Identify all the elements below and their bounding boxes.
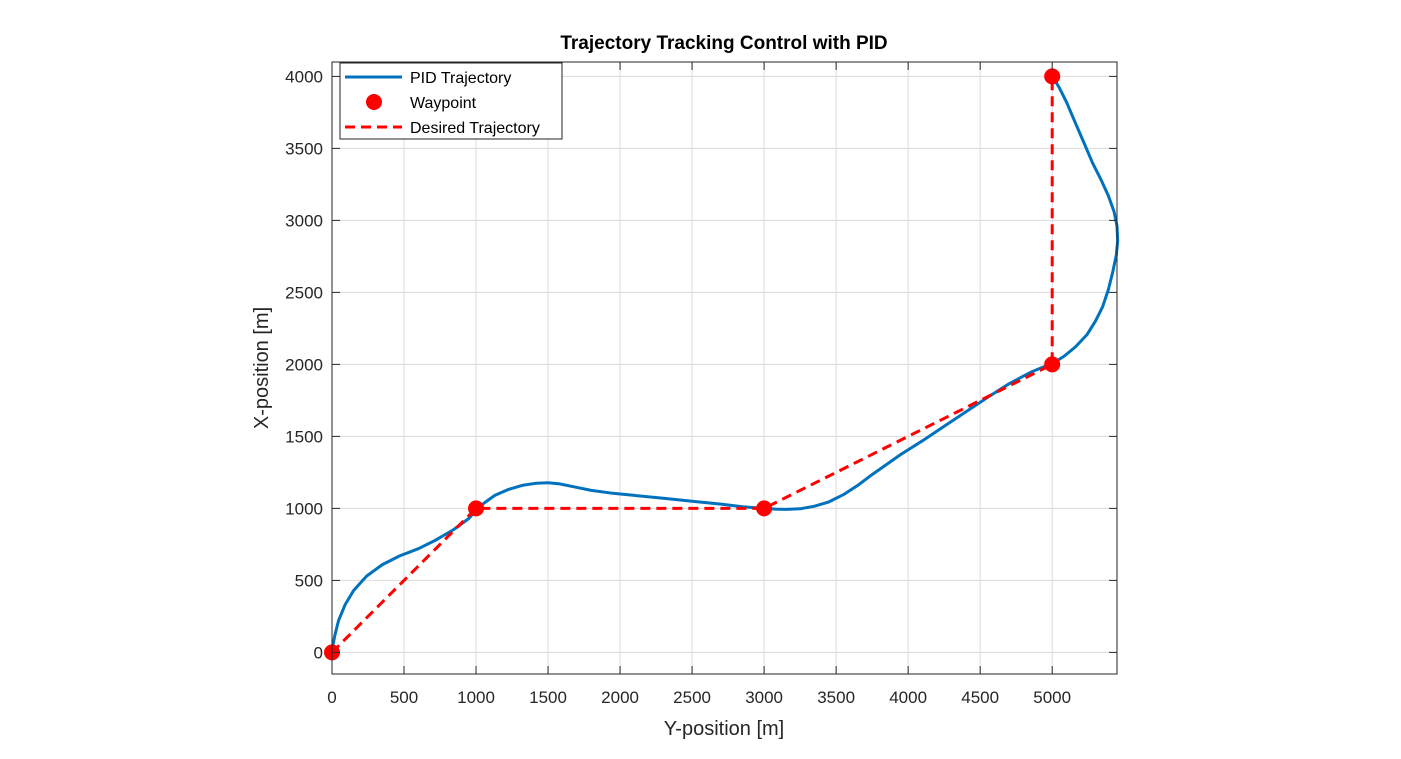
x-tick-label: 4000 bbox=[889, 688, 927, 707]
waypoint-marker bbox=[1044, 356, 1061, 373]
y-tick-label: 2500 bbox=[285, 283, 323, 302]
desired-trajectory-line bbox=[330, 76, 1054, 654]
y-axis-label: X-position [m] bbox=[251, 307, 273, 429]
plot-area bbox=[332, 62, 1117, 674]
waypoint-marker bbox=[1044, 68, 1061, 85]
y-tick-label: 4000 bbox=[285, 67, 323, 86]
y-tick-label: 3000 bbox=[285, 211, 323, 230]
y-tick-label: 2000 bbox=[285, 355, 323, 374]
legend-marker-waypoint bbox=[366, 94, 382, 110]
x-tick-label: 500 bbox=[390, 688, 418, 707]
legend-label-pid: PID Trajectory bbox=[410, 70, 511, 87]
x-tick-label: 0 bbox=[327, 688, 336, 707]
y-tick-label: 1000 bbox=[285, 499, 323, 518]
y-tick-label: 500 bbox=[295, 571, 323, 590]
x-tick-label: 4500 bbox=[961, 688, 999, 707]
x-tick-label: 5000 bbox=[1033, 688, 1071, 707]
tick-labels: 0 500 1000 1500 2000 2500 3000 3500 4000 4500 5000… bbox=[285, 67, 1071, 707]
x-tick-label: 2000 bbox=[601, 688, 639, 707]
x-tick-label: 3000 bbox=[745, 688, 783, 707]
legend-label-desired: Desired Trajectory bbox=[410, 120, 540, 137]
plot-frame bbox=[331, 61, 1118, 675]
legend: PID Trajectory Waypoint Desired Trajecto… bbox=[339, 62, 563, 140]
x-tick-label: 1000 bbox=[457, 688, 495, 707]
x-tick-label: 1500 bbox=[529, 688, 567, 707]
y-tick-label: 1500 bbox=[285, 427, 323, 446]
chart-title: Trajectory Tracking Control with PID bbox=[560, 33, 887, 54]
x-tick-label: 2500 bbox=[673, 688, 711, 707]
x-axis-label: Y-position [m] bbox=[664, 718, 784, 740]
waypoint-marker bbox=[468, 500, 485, 517]
y-tick-label: 0 bbox=[314, 643, 323, 662]
y-tick-label: 3500 bbox=[285, 139, 323, 158]
waypoint-marker bbox=[756, 500, 773, 517]
x-tick-label: 3500 bbox=[817, 688, 855, 707]
legend-label-waypoint: Waypoint bbox=[410, 95, 477, 112]
